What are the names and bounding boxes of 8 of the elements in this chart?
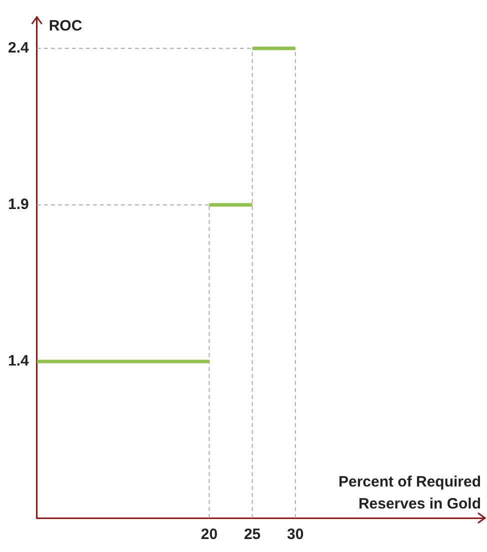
y-tick-label: 1.9 — [8, 196, 29, 214]
y-tick-label: 2.4 — [8, 39, 30, 56]
y-axis-title: ROC — [48, 18, 82, 35]
x-tick-label: 30 — [287, 526, 304, 544]
y-tick-label: 1.4 — [8, 352, 30, 370]
x-tick-label: 25 — [244, 526, 261, 544]
x-axis-title: Percent of Required Reserves in Gold — [338, 474, 481, 513]
x-tick-label: 20 — [200, 526, 218, 544]
